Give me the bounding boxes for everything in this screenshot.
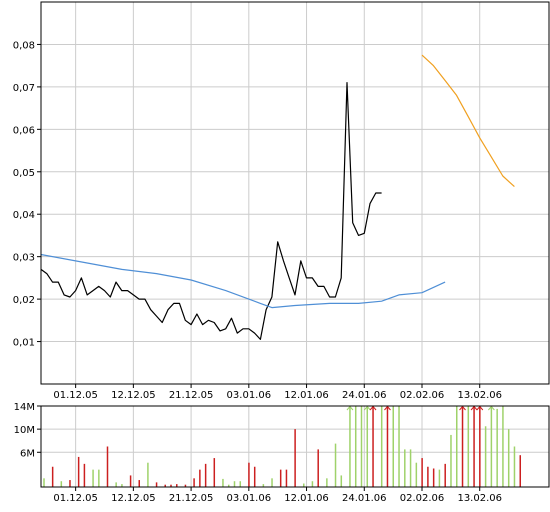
price-x-tick-label: 13.02.06 [457,390,502,401]
volume-x-tick-label: 24.01.06 [342,493,387,504]
price-y-tick-label: 0,08 [13,40,35,51]
price-x-tick-label: 24.01.06 [342,390,387,401]
volume-plot-frame [40,405,550,488]
price-x-tick-label: 01.12.05 [53,390,98,401]
volume-y-tick-label: 14M [14,402,35,413]
price-y-tick-label: 0,06 [13,125,35,136]
volume-x-tick-label: 02.02.06 [400,493,445,504]
price-x-tick-label: 12.12.05 [111,390,156,401]
price-x-tick-label: 02.02.06 [400,390,445,401]
price-y-tick-label: 0,03 [13,253,35,264]
volume-chart-panel: 6M 10M 14M 01.12.05 12.12.05 21.12.05 03.01.06… [14,402,550,504]
price-x-tick-label: 21.12.05 [169,390,214,401]
price-plot-frame [40,1,550,385]
volume-x-tick-label: 13.02.06 [457,493,502,504]
volume-x-tick-label: 12.01.06 [284,493,329,504]
price-series-line-3 [421,54,515,188]
volume-x-tick-label: 03.01.06 [227,493,272,504]
volume-y-tick-label: 10M [14,425,35,436]
price-series-line-2 [40,253,446,309]
price-series-line-1 [40,82,382,340]
volume-x-tick-label: 21.12.05 [169,493,214,504]
price-y-tick-label: 0,07 [13,83,35,94]
price-x-tick-label: 03.01.06 [227,390,272,401]
price-chart-panel: 0,01 0,02 0,03 0,04 0,05 0,06 0,07 0,08 01.12.05… [13,1,550,401]
volume-y-tick-label: 6M [20,448,35,459]
price-y-tick-label: 0,05 [13,168,35,179]
price-plot-background [41,2,549,384]
volume-x-tick-label: 12.12.05 [111,493,156,504]
volume-x-tick-label: 01.12.05 [53,493,98,504]
price-y-tick-label: 0,04 [13,210,35,221]
price-x-tick-label: 12.01.06 [284,390,329,401]
price-y-tick-label: 0,01 [13,338,35,349]
price-y-tick-label: 0,02 [13,295,35,306]
